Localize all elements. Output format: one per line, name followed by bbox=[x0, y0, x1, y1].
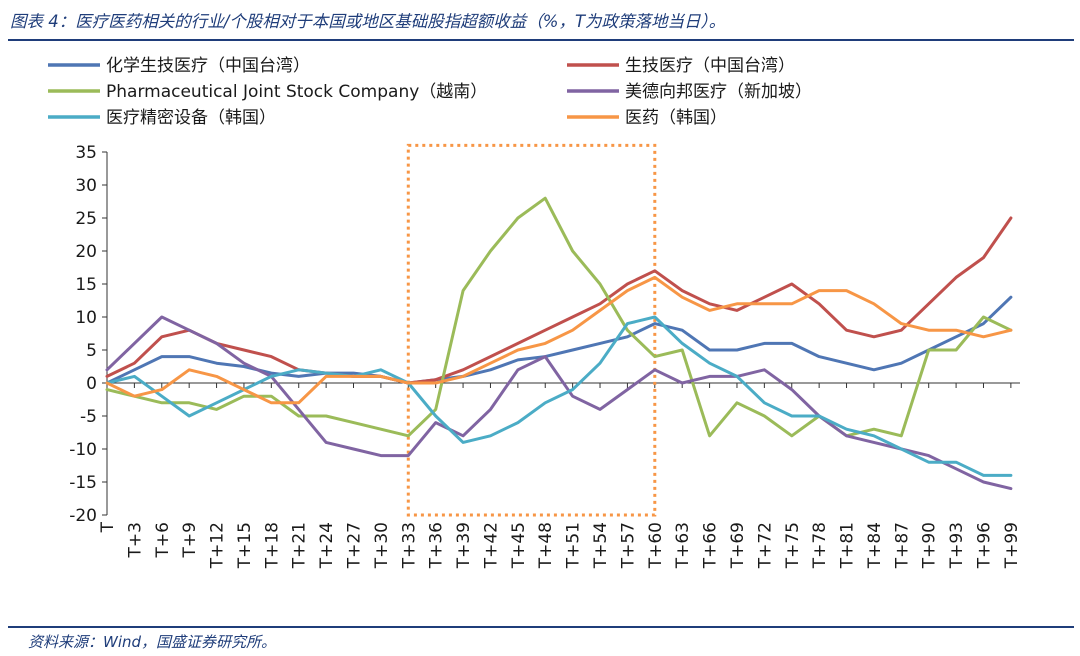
y-tick-label: 20 bbox=[75, 242, 97, 262]
x-tick-label: T+27 bbox=[345, 522, 365, 569]
x-tick-label: T+18 bbox=[262, 522, 282, 569]
x-tick-label: T+21 bbox=[290, 522, 310, 569]
legend-label: 医药（韩国） bbox=[625, 108, 727, 128]
x-tick-label: T+78 bbox=[810, 522, 830, 569]
x-tick-label: T+96 bbox=[974, 522, 994, 569]
x-tick-label: T+51 bbox=[564, 522, 584, 569]
y-tick-label: 30 bbox=[75, 176, 97, 196]
x-tick-label: T+66 bbox=[701, 522, 721, 569]
y-tick-label: 10 bbox=[75, 308, 97, 328]
legend-label: 化学生技医疗（中国台湾） bbox=[106, 56, 310, 76]
chart-legend: 化学生技医疗（中国台湾） 生技医疗（中国台湾） Pharmaceutical Joi… bbox=[48, 56, 812, 128]
legend-label: 医疗精密设备（韩国） bbox=[106, 108, 276, 128]
chart-title: 图表 4：医疗医药相关的行业/个股相对于本国或地区基础股指超额收益（%，T为政策… bbox=[10, 12, 726, 31]
x-tick-label: T+87 bbox=[892, 522, 912, 569]
legend-label: Pharmaceutical Joint Stock Company（越南） bbox=[106, 82, 487, 102]
y-tick-label: 35 bbox=[75, 143, 97, 163]
x-tick-label: T+48 bbox=[536, 522, 556, 569]
x-tick-label: T+45 bbox=[509, 522, 529, 569]
x-tick-label: T+90 bbox=[920, 522, 940, 569]
x-tick-label: T+57 bbox=[618, 522, 638, 569]
x-tick-label: T+54 bbox=[591, 522, 611, 569]
highlight-window-box bbox=[406, 143, 657, 517]
x-tick-label: T+3 bbox=[125, 522, 145, 558]
series-line-1 bbox=[105, 295, 1013, 385]
bottom-divider bbox=[8, 626, 1074, 628]
series-line-3 bbox=[105, 196, 1013, 438]
x-tick-label: T+93 bbox=[947, 522, 967, 569]
source-note: 资料来源：Wind，国盛证券研究所。 bbox=[28, 633, 277, 651]
x-tick-label: T+60 bbox=[646, 522, 666, 569]
x-tick-label: T+15 bbox=[235, 522, 255, 569]
x-tick-label: T+42 bbox=[481, 522, 501, 569]
x-tick-label: T bbox=[98, 521, 118, 533]
series-line-5 bbox=[105, 315, 1013, 477]
y-tick-label: -15 bbox=[69, 473, 97, 493]
x-tick-label: T+36 bbox=[427, 522, 447, 569]
y-tick-label: -5 bbox=[80, 407, 97, 427]
y-tick-label: 25 bbox=[75, 209, 97, 229]
series-line-4 bbox=[105, 315, 1013, 491]
y-tick-label: -20 bbox=[69, 506, 97, 526]
series-line-6 bbox=[105, 275, 1013, 405]
y-tick-label: 15 bbox=[75, 275, 97, 295]
x-tick-label: T+30 bbox=[372, 522, 392, 569]
y-tick-label: -10 bbox=[69, 440, 97, 460]
x-tick-label: T+69 bbox=[728, 522, 748, 569]
plot-area: 35 30 25 20 15 10 5 0 -5 -10 -15 -20T T+3 T+6 T+9 T+12 T… bbox=[69, 143, 1022, 569]
top-divider bbox=[8, 39, 1074, 41]
x-tick-label: T+12 bbox=[208, 522, 228, 569]
series-line-2 bbox=[105, 216, 1013, 385]
x-tick-label: T+63 bbox=[673, 522, 693, 569]
x-tick-label: T+24 bbox=[317, 522, 337, 569]
x-tick-label: T+84 bbox=[865, 522, 885, 569]
x-tick-label: T+9 bbox=[180, 522, 200, 558]
y-tick-label: 0 bbox=[86, 374, 97, 394]
x-tick-label: T+81 bbox=[838, 522, 858, 569]
x-tick-label: T+39 bbox=[454, 522, 474, 569]
x-tick-label: T+33 bbox=[399, 522, 419, 569]
x-tick-label: T+6 bbox=[153, 522, 173, 558]
legend-label: 美德向邦医疗（新加坡） bbox=[625, 82, 812, 102]
y-tick-label: 5 bbox=[86, 341, 97, 361]
x-tick-label: T+72 bbox=[755, 522, 775, 569]
legend-label: 生技医疗（中国台湾） bbox=[625, 56, 795, 76]
x-tick-label: T+99 bbox=[1002, 522, 1022, 569]
x-tick-label: T+75 bbox=[783, 522, 803, 569]
